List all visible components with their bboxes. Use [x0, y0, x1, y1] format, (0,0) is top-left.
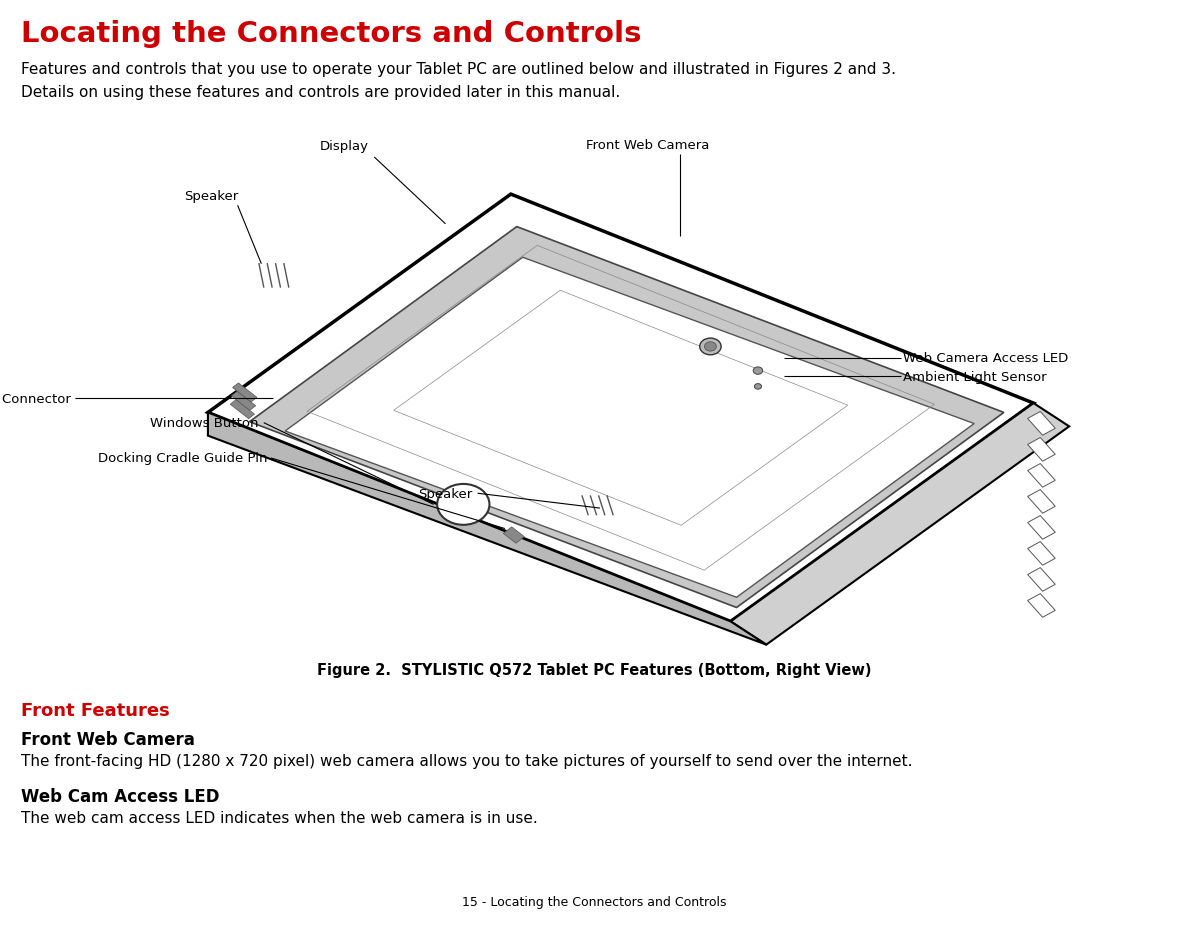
Text: Front Features: Front Features	[21, 702, 170, 719]
Bar	[1028, 464, 1055, 488]
Bar	[1028, 542, 1055, 566]
Circle shape	[704, 342, 716, 352]
Bar	[233, 383, 257, 403]
Text: Ambient Light Sensor: Ambient Light Sensor	[903, 370, 1047, 383]
Polygon shape	[285, 258, 974, 598]
Circle shape	[753, 367, 763, 375]
Text: Front Web Camera: Front Web Camera	[21, 730, 195, 748]
Circle shape	[700, 339, 721, 355]
Text: The web cam access LED indicates when the web camera is in use.: The web cam access LED indicates when th…	[21, 810, 538, 825]
Text: Docking Cradle Connector: Docking Cradle Connector	[0, 393, 71, 406]
Text: Front Web Camera: Front Web Camera	[586, 139, 709, 152]
Text: Web Camera Access LED: Web Camera Access LED	[903, 352, 1068, 365]
Bar	[230, 400, 254, 419]
Text: Windows Button: Windows Button	[151, 417, 259, 430]
Text: Web Cam Access LED: Web Cam Access LED	[21, 787, 220, 805]
Text: Locating the Connectors and Controls: Locating the Connectors and Controls	[21, 20, 642, 48]
Text: Figure 2.  STYLISTIC Q572 Tablet PC Features (Bottom, Right View): Figure 2. STYLISTIC Q572 Tablet PC Featu…	[317, 663, 871, 677]
Text: Details on using these features and controls are provided later in this manual.: Details on using these features and cont…	[21, 85, 620, 100]
Bar	[232, 392, 255, 411]
Text: Features and controls that you use to operate your Tablet PC are outlined below : Features and controls that you use to op…	[21, 62, 897, 77]
Text: The front-facing HD (1280 x 720 pixel) web camera allows you to take pictures of: The front-facing HD (1280 x 720 pixel) w…	[21, 754, 912, 768]
Text: 15 - Locating the Connectors and Controls: 15 - Locating the Connectors and Control…	[462, 895, 726, 908]
Text: Display: Display	[320, 140, 369, 153]
Text: Speaker: Speaker	[184, 189, 239, 202]
Polygon shape	[731, 404, 1069, 645]
Bar	[1028, 568, 1055, 592]
Circle shape	[754, 384, 762, 390]
Bar	[1028, 516, 1055, 540]
Bar	[1028, 412, 1055, 436]
Bar	[1028, 438, 1055, 462]
Bar	[1028, 490, 1055, 514]
Bar	[504, 527, 524, 544]
Polygon shape	[249, 227, 1004, 608]
Polygon shape	[208, 195, 1034, 622]
Circle shape	[437, 484, 489, 525]
Text: Docking Cradle Guide Pin: Docking Cradle Guide Pin	[97, 452, 267, 465]
Bar	[1028, 594, 1055, 618]
Text: Speaker: Speaker	[418, 487, 473, 500]
Polygon shape	[208, 413, 766, 645]
